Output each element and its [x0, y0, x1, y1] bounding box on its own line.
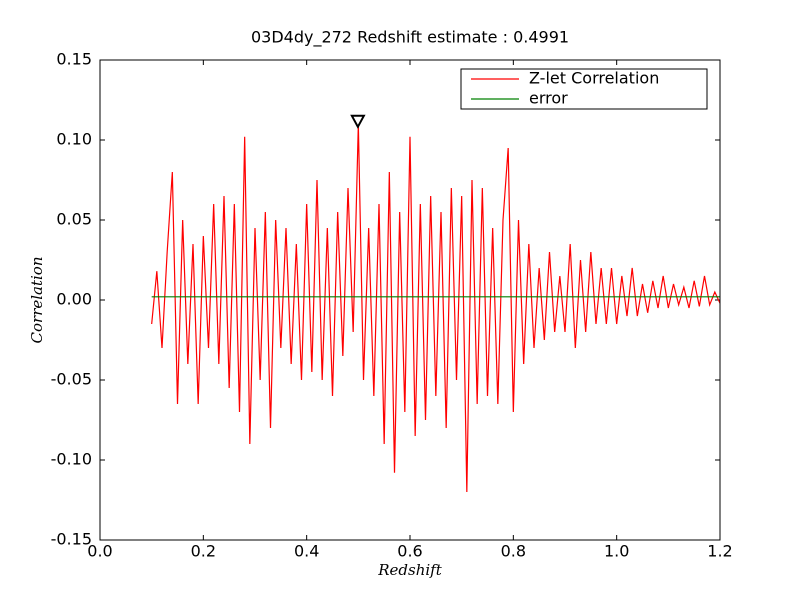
chart-title: 03D4dy_272 Redshift estimate : 0.4991	[251, 28, 569, 48]
y-tick-label: 0.10	[56, 130, 92, 149]
y-tick-label: 0.15	[56, 50, 92, 69]
x-axis-label: Redshift	[377, 561, 442, 579]
legend-box	[460, 68, 708, 110]
x-tick-label: 0.6	[397, 542, 422, 561]
peak-marker	[350, 114, 366, 129]
x-tick-label: 1.0	[604, 542, 629, 561]
y-tick-label: -0.10	[51, 450, 92, 469]
y-tick-label: -0.05	[51, 370, 92, 389]
y-tick-label: 0.00	[56, 290, 92, 309]
plot-frame	[99, 59, 721, 541]
x-tick-label: 0.2	[191, 542, 216, 561]
x-tick-label: 0.4	[294, 542, 319, 561]
y-axis-label: Correlation	[28, 257, 46, 344]
legend-label: Z-let Correlation	[529, 69, 659, 88]
series-line	[151, 123, 721, 493]
x-tick-label: 0.0	[87, 542, 112, 561]
y-tick-label: -0.15	[51, 530, 92, 549]
x-tick-label: 1.2	[707, 542, 732, 561]
y-tick-label: 0.05	[56, 210, 92, 229]
x-tick-label: 0.8	[501, 542, 526, 561]
legend-label: error	[529, 89, 568, 108]
